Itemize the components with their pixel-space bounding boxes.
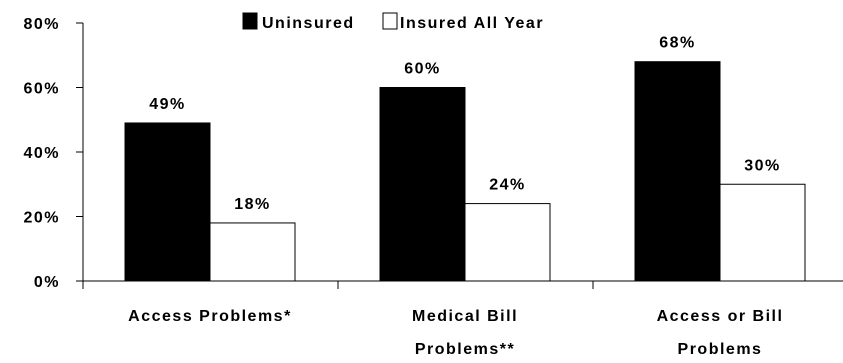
legend-swatch [382,12,398,30]
x-axis [82,280,843,289]
value-label: 49% [149,96,186,113]
bars [124,61,806,282]
value-labels: 49% 18% 60% 24% 68% 30% [149,35,781,213]
category-label: Problems [678,341,763,358]
y-tick-label: 60% [23,81,60,98]
bar-insured-all-year [719,183,806,282]
y-axis: 0% 20% 40% 60% 80% [23,16,84,291]
y-tick-label: 80% [23,16,60,33]
legend: Uninsured Insured All Year [242,12,544,32]
bar-uninsured [634,61,721,282]
category-label: Problems** [415,341,515,358]
category-label: Medical Bill [412,308,518,325]
value-label: 68% [659,35,696,52]
y-tick-label: 0% [34,274,60,291]
value-label: 24% [489,177,526,194]
legend-label: Uninsured [262,15,355,32]
y-tick-label: 40% [23,145,60,162]
bar-uninsured [379,87,466,282]
category-labels: Access Problems* Medical Bill Problems** Ac… [128,308,784,358]
y-tick-label: 20% [23,210,60,227]
legend-label: Insured All Year [400,15,544,32]
bar-insured-all-year [464,203,551,282]
bar-uninsured [124,122,211,282]
value-label: 18% [234,196,271,213]
legend-swatch [242,12,258,30]
bar-insured-all-year [209,222,296,282]
category-label: Access Problems* [128,308,292,325]
category-label: Access or Bill [657,308,784,325]
value-label: 30% [744,157,781,174]
value-label: 60% [404,61,441,78]
